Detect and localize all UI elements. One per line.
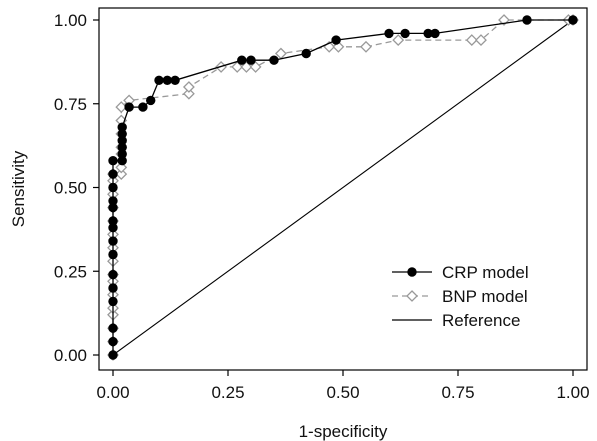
chart-axes: 0.00 0.25 0.50 0.75 1.00 0.00 0.25 0.50 0.75 1.00 — [54, 7, 590, 402]
legend-item-bnp-model: BNP model — [392, 287, 528, 306]
crp-model-series — [108, 15, 578, 360]
x-tick-label: 0.50 — [326, 383, 359, 402]
y-tick-label: 0.25 — [54, 262, 87, 281]
x-tick-label: 0.25 — [211, 383, 244, 402]
y-axis-title: Sensitivity — [9, 150, 28, 227]
x-tick-label: 0.00 — [96, 383, 129, 402]
y-tick-label: 0.50 — [54, 179, 87, 198]
crp-model-point — [162, 75, 172, 86]
crp-model-point — [568, 15, 578, 25]
crp-model-point — [124, 102, 134, 112]
crp-model-point — [108, 182, 118, 193]
x-axis-title: 1-specificity — [299, 422, 388, 441]
reference-line — [112, 19, 574, 356]
crp-model-point — [522, 15, 532, 25]
legend-label-reference: Reference — [442, 311, 520, 330]
y-tick-label: 0.75 — [54, 95, 87, 114]
bnp-model-point — [182, 81, 195, 93]
crp-model-point — [108, 216, 118, 226]
legend-bnp-model-point — [406, 290, 418, 302]
legend-item-crp-model: CRP model — [392, 263, 529, 282]
crp-model-point — [108, 236, 118, 246]
reference-series — [112, 19, 574, 356]
crp-model-point — [108, 196, 118, 206]
x-tick-label: 1.00 — [556, 383, 589, 402]
crp-model-point — [108, 283, 118, 293]
crp-model-point — [117, 122, 127, 132]
chart-series — [107, 14, 579, 361]
crp-model-point — [430, 28, 440, 39]
crp-model-point — [237, 55, 247, 65]
crp-model-point — [269, 55, 279, 65]
legend-item-reference: Reference — [392, 311, 520, 330]
crp-model-point — [108, 336, 118, 347]
crp-model-point — [108, 169, 118, 179]
crp-model-point — [384, 28, 394, 39]
bnp-model-point — [465, 34, 478, 47]
y-tick-label: 1.00 — [54, 11, 87, 30]
bnp-model-point — [392, 34, 405, 47]
chart-legend: CRP model BNP model Reference — [392, 263, 529, 330]
crp-model-point — [138, 102, 148, 112]
crp-model-point — [331, 35, 341, 45]
bnp-model-point — [115, 168, 128, 181]
crp-model-point — [108, 350, 118, 360]
legend-crp-model-point — [407, 267, 417, 277]
x-tick-label: 0.75 — [441, 383, 474, 402]
bnp-model-point — [475, 34, 487, 47]
crp-model-point — [146, 95, 156, 106]
crp-model-point — [108, 156, 118, 166]
crp-model-point — [170, 75, 180, 86]
crp-model-point — [108, 269, 118, 280]
legend-label-bnp-model: BNP model — [442, 287, 528, 306]
crp-model-point — [400, 28, 410, 39]
bnp-model-point — [360, 40, 372, 53]
y-tick-label: 0.00 — [54, 346, 87, 365]
crp-model-point — [108, 296, 118, 307]
crp-model-point — [154, 75, 164, 86]
crp-model-point — [108, 249, 118, 260]
legend-label-crp-model: CRP model — [442, 263, 529, 282]
bnp-model-point — [182, 87, 195, 100]
crp-model-point — [246, 55, 256, 65]
bnp-model-point — [115, 101, 128, 114]
crp-model-point — [108, 323, 118, 333]
crp-model-point — [301, 48, 311, 59]
